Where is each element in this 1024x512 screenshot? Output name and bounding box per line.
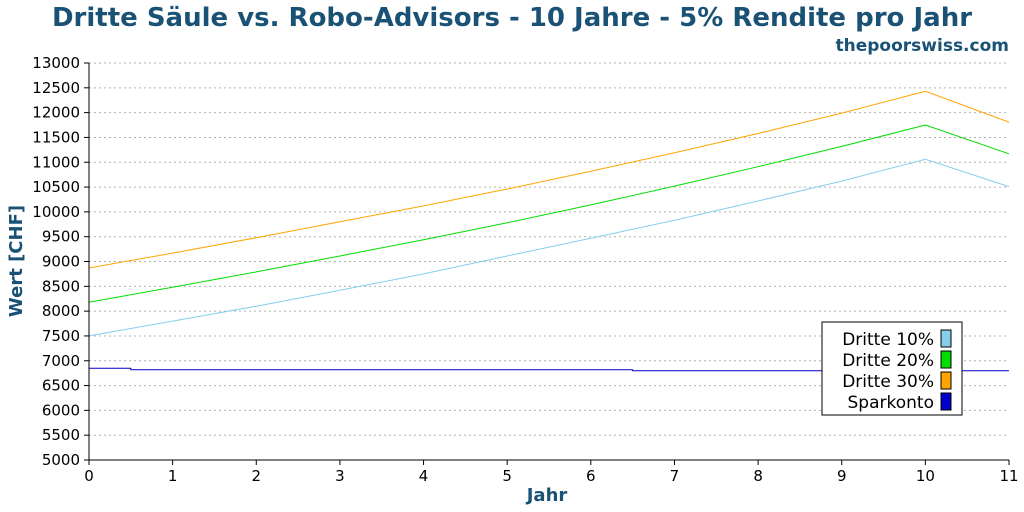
y-tick-label: 11000 — [32, 153, 80, 171]
chart-subtitle: thepoorswiss.com — [836, 36, 1010, 56]
y-tick-label: 6500 — [42, 377, 80, 395]
x-tick-label: 8 — [753, 467, 763, 485]
x-tick-label: 11 — [999, 467, 1018, 485]
y-tick-label: 5500 — [42, 426, 80, 444]
x-tick-label: 7 — [670, 467, 680, 485]
legend-label: Sparkonto — [848, 393, 934, 413]
x-tick-label: 9 — [837, 467, 847, 485]
x-tick-label: 3 — [335, 467, 345, 485]
y-tick-label: 9500 — [42, 228, 80, 246]
y-tick-label: 8000 — [42, 302, 80, 320]
legend-swatch — [940, 392, 952, 411]
series-line-2 — [88, 124, 1010, 303]
y-tick-label: 9000 — [42, 253, 80, 271]
legend: Dritte 10%Dritte 20%Dritte 30%Sparkonto — [821, 321, 963, 416]
x-axis-title: Jahr — [525, 485, 568, 506]
y-tick-label: 12500 — [32, 79, 80, 97]
x-tick-label: 4 — [419, 467, 429, 485]
x-tick-label: 10 — [916, 467, 935, 485]
axes — [84, 62, 1010, 465]
legend-frame — [821, 321, 963, 416]
legend-label: Dritte 10% — [842, 330, 934, 350]
legend-swatch — [940, 371, 952, 390]
series-line-4 — [89, 367, 1009, 372]
legend-swatch — [940, 329, 952, 348]
legend-label: Dritte 30% — [842, 372, 934, 392]
y-tick-label: 13000 — [32, 54, 80, 72]
x-tick-label: 0 — [84, 467, 94, 485]
y-tick-label: 7000 — [42, 352, 80, 370]
y-tick-label: 10000 — [32, 203, 80, 221]
tick-labels: 5000 5500 6000 6500 7000 7500 8000 8500 9000 9500… — [32, 54, 1018, 485]
x-tick-label: 5 — [502, 467, 512, 485]
y-tick-label: 8500 — [42, 277, 80, 295]
x-tick-label: 2 — [251, 467, 261, 485]
y-tick-label: 7500 — [42, 327, 80, 345]
y-tick-label: 6000 — [42, 401, 80, 419]
legend-label: Dritte 20% — [842, 351, 934, 371]
chart-title: Dritte Säule vs. Robo-Advisors - 10 Jahr… — [52, 3, 972, 33]
y-axis-title: Wert [CHF] — [6, 205, 27, 317]
y-tick-label: 11500 — [32, 128, 80, 146]
x-tick-label: 1 — [168, 467, 178, 485]
y-tick-label: 5000 — [42, 451, 80, 469]
series-lines — [88, 90, 1010, 372]
series-line-1 — [88, 158, 1010, 337]
x-tick-label: 6 — [586, 467, 596, 485]
series-line-3 — [88, 90, 1010, 269]
legend-swatch — [940, 350, 952, 369]
y-tick-label: 10500 — [32, 178, 80, 196]
y-tick-label: 12000 — [32, 104, 80, 122]
